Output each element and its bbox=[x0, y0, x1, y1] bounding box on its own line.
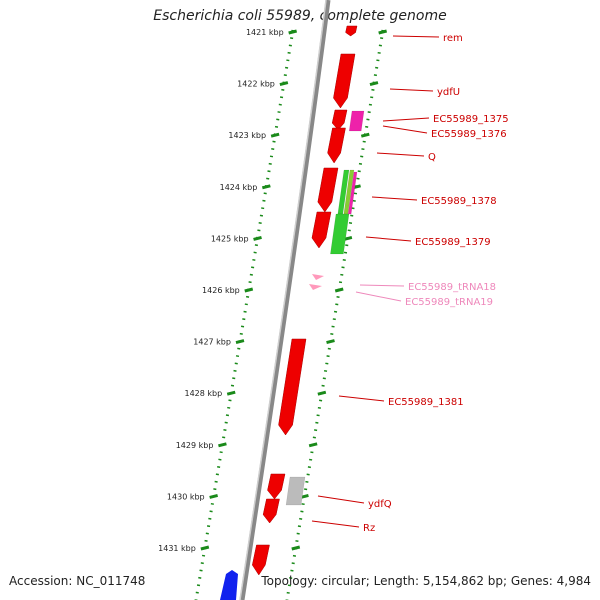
ruler-tick-left bbox=[270, 132, 280, 138]
ruler-tick-left bbox=[218, 442, 227, 448]
ruler-tick-left bbox=[244, 287, 254, 293]
gene-label: ydfU bbox=[437, 87, 460, 98]
gene-label-leader bbox=[376, 152, 425, 157]
ruler-tick-right bbox=[369, 81, 379, 87]
ruler-tick-label: 1423 kbp bbox=[228, 131, 266, 140]
gene-q-arrow bbox=[327, 127, 346, 164]
gene-label: Rz bbox=[363, 523, 375, 534]
gene-label-leader bbox=[338, 395, 385, 402]
ruler-tick-right bbox=[360, 132, 370, 138]
gene-ec55989-1375-arrow bbox=[331, 109, 348, 131]
gene-ec55989-1376-block bbox=[348, 110, 365, 132]
gene-trna19-mark bbox=[309, 284, 322, 290]
gene-label-leader bbox=[355, 291, 402, 302]
ruler-tick-left bbox=[235, 339, 245, 345]
genome-summary-text: Topology: circular; Length: 5,154,862 bp… bbox=[261, 574, 591, 588]
gene-label: ydfQ bbox=[368, 499, 392, 510]
gene-label-leader bbox=[382, 117, 430, 122]
ruler-tick-right bbox=[291, 545, 301, 551]
page-title: Escherichia coli 55989, complete genome bbox=[153, 8, 447, 24]
ruler-group: 1421 kbp 1422 kbp 1423 kbp 1424 kbp 1425 kbp… bbox=[158, 28, 388, 600]
gene-label: Q bbox=[428, 152, 436, 163]
ruler-tick-label: 1425 kbp bbox=[211, 234, 249, 243]
gene-rem-arrow bbox=[345, 25, 358, 37]
gene-trna18-mark bbox=[312, 274, 324, 280]
outer-ruler-dotted-line bbox=[194, 29, 295, 600]
gene-lower-arrow bbox=[252, 544, 270, 576]
gene-ec55989-1378-arrow bbox=[317, 167, 339, 213]
feature-group bbox=[220, 25, 365, 600]
gene-ec55989-1378-magenta-block bbox=[347, 171, 358, 215]
gene-ydfU-arrow bbox=[333, 53, 356, 109]
gene-ec55989-1379-arrow bbox=[311, 211, 332, 249]
ruler-tick-left bbox=[288, 29, 298, 35]
ruler-tick-label: 1429 kbp bbox=[176, 441, 214, 450]
gene-label: EC55989_1378 bbox=[421, 196, 497, 207]
ruler-tick-label: 1428 kbp bbox=[184, 389, 222, 398]
ruler-tick-label: 1424 kbp bbox=[220, 183, 258, 192]
gene-rz-arrow bbox=[262, 498, 280, 524]
gene-ec55989-1381-arrow bbox=[278, 338, 307, 436]
gene-label-leader bbox=[311, 520, 360, 528]
gene-label-leader bbox=[365, 236, 412, 242]
gene-label: EC55989_1376 bbox=[431, 129, 507, 140]
gene-label-leader bbox=[317, 495, 365, 504]
ruler-tick-label: 1431 kbp bbox=[158, 544, 196, 553]
ruler-tick-left bbox=[200, 545, 210, 551]
gene-label-leader bbox=[389, 88, 434, 92]
ruler-tick-label: 1426 kbp bbox=[202, 286, 240, 295]
ruler-tick-left bbox=[279, 81, 289, 87]
gene-label: EC55989_1379 bbox=[415, 237, 491, 248]
genome-backbone-highlight bbox=[239, 0, 327, 600]
ruler-tick-left bbox=[261, 184, 271, 190]
ruler-tick-left bbox=[209, 493, 218, 499]
gene-ydfQ-arrow bbox=[267, 473, 286, 500]
gene-ec55989-1379-green-block bbox=[330, 213, 350, 255]
backbone-group bbox=[239, 0, 331, 600]
gene-label: EC55989_1375 bbox=[433, 114, 509, 125]
gene-label: rem bbox=[443, 33, 463, 44]
gene-label-leader bbox=[382, 125, 428, 134]
ruler-tick-right bbox=[334, 287, 344, 293]
gene-label: EC55989_tRNA19 bbox=[405, 297, 493, 308]
gene-ydfQ-grey-block bbox=[285, 476, 306, 506]
ruler-tick-label: 1421 kbp bbox=[246, 28, 284, 37]
gene-blue-arrow bbox=[220, 570, 238, 600]
gene-label: EC55989_tRNA18 bbox=[408, 282, 496, 293]
ruler-tick-left bbox=[226, 390, 236, 396]
ruler-tick-label: 1427 kbp bbox=[193, 338, 231, 347]
gene-label: EC55989_1381 bbox=[388, 397, 464, 408]
ruler-tick-right bbox=[378, 29, 388, 35]
ruler-tick-right bbox=[317, 390, 327, 396]
ruler-tick-right bbox=[326, 339, 335, 345]
gene-label-leader bbox=[371, 196, 418, 201]
ruler-tick-label: 1422 kbp bbox=[237, 80, 275, 89]
ruler-tick-right bbox=[308, 442, 318, 448]
gene-label-leader bbox=[359, 284, 405, 287]
genome-backbone-line bbox=[239, 0, 331, 600]
ruler-tick-label: 1430 kbp bbox=[167, 492, 205, 501]
label-group: rem ydfU EC55989_1375 EC55989_1376 Q EC55989_… bbox=[311, 33, 509, 534]
accession-text: Accession: NC_011748 bbox=[9, 574, 146, 588]
ruler-tick-left bbox=[253, 235, 262, 241]
gene-label-leader bbox=[392, 35, 440, 38]
